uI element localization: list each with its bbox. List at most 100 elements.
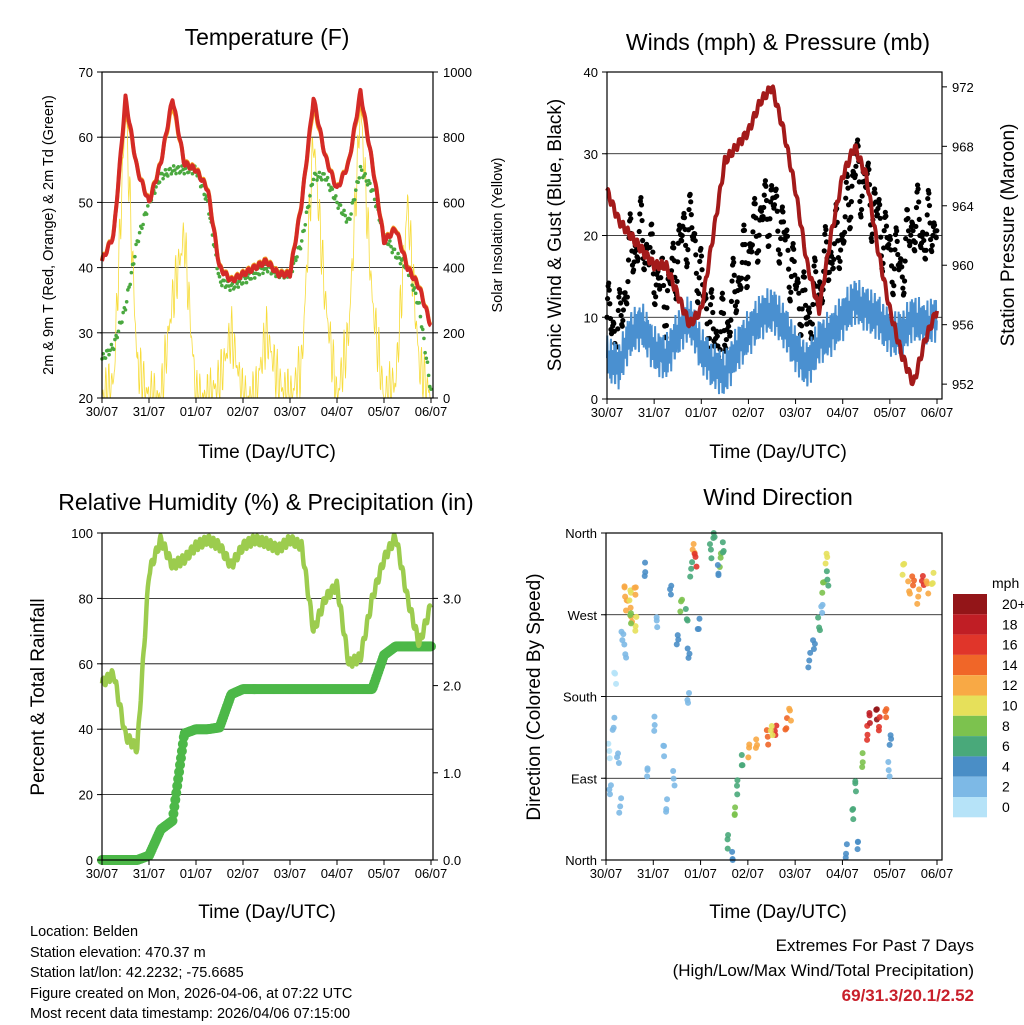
gust-point — [895, 251, 901, 258]
station-latlon: Station lat/lon: 42.2232; -75.6685 — [30, 965, 244, 981]
dewpoint-point — [264, 267, 269, 271]
dewpoint-point — [173, 168, 177, 172]
wind-direction-point — [720, 548, 727, 555]
wind-direction-point — [866, 720, 873, 727]
dewpoint-point — [115, 335, 120, 340]
gust-point — [843, 195, 849, 201]
gust-point — [852, 172, 858, 178]
wind-direction-point — [632, 591, 639, 598]
gust-point — [703, 306, 710, 312]
gust-point — [753, 215, 759, 221]
dewpoint-point — [314, 172, 318, 177]
legend-label: 8 — [1002, 718, 1010, 734]
gust-point — [714, 333, 720, 339]
wind-direction-point — [807, 649, 814, 656]
gust-point — [671, 245, 677, 251]
gust-point — [726, 323, 732, 329]
dewpoint-point — [298, 246, 303, 251]
gust-point — [752, 195, 758, 202]
temp-x-tick-label: 01/07 — [180, 404, 213, 419]
wind-direction-point — [905, 578, 912, 585]
dewpoint-point — [325, 175, 330, 180]
wind-direction-point — [738, 752, 745, 759]
dewpoint-point — [141, 222, 145, 227]
gust-point — [878, 234, 884, 240]
gust-point — [778, 235, 784, 242]
temp-y-tick-label: 50 — [79, 195, 93, 210]
rh-plot-frame — [101, 532, 434, 861]
wind-direction-point — [818, 603, 825, 610]
gust-point — [670, 240, 676, 246]
wind-direction-point — [606, 791, 613, 798]
dewpoint-point — [220, 283, 224, 288]
temp-y-tick-label-right: 200 — [443, 326, 465, 341]
legend-label: 2 — [1002, 779, 1010, 795]
legend-label: 18 — [1002, 616, 1018, 632]
gust-point — [679, 238, 685, 244]
gust-point — [674, 278, 680, 284]
dewpoint-point — [235, 281, 239, 286]
dir-chart-title: Wind Direction — [703, 484, 853, 510]
dewpoint-point — [228, 288, 232, 293]
wind-direction-point — [605, 740, 612, 747]
gust-point — [780, 209, 786, 215]
gust-point — [913, 204, 920, 211]
dewpoint-point — [307, 204, 311, 209]
wind-direction-point — [806, 657, 813, 664]
gust-point — [638, 195, 644, 201]
legend-swatch — [953, 675, 987, 696]
gust-point — [823, 227, 829, 233]
gust-point — [883, 213, 889, 219]
gust-point — [730, 255, 736, 261]
gust-point — [934, 228, 940, 234]
gust-point — [779, 204, 785, 210]
temp-x-tick-label: 30/07 — [86, 404, 119, 419]
dewpoint-point — [232, 285, 237, 289]
wind-direction-point — [622, 607, 629, 614]
wind-direction-point — [627, 604, 634, 611]
dewpoint-point — [363, 171, 368, 176]
dewpoint-point — [216, 271, 221, 276]
gust-point — [766, 243, 772, 249]
dewpoint-point — [425, 360, 430, 364]
gust-point — [692, 231, 698, 237]
gust-point — [749, 249, 755, 255]
wind-direction-point — [753, 736, 760, 743]
extremes-subheading: (High/Low/Max Wind/Total Precipitation) — [672, 961, 974, 980]
temp-y-tick-label-right: 1000 — [443, 65, 472, 80]
wind-direction-point — [876, 714, 883, 721]
gust-point — [688, 199, 694, 205]
dewpoint-point — [171, 164, 176, 168]
dewpoint-point — [103, 356, 108, 360]
gust-point — [859, 193, 865, 199]
wind-direction-point — [644, 773, 651, 780]
gust-point — [697, 258, 703, 264]
dewpoint-point — [222, 278, 226, 283]
gust-point — [615, 307, 621, 314]
legend-swatch — [953, 614, 987, 635]
legend-label: 10 — [1002, 698, 1018, 714]
gust-point — [624, 294, 630, 300]
gust-point — [899, 274, 905, 280]
wind-direction-point — [886, 773, 893, 780]
gust-point — [926, 202, 933, 209]
wind-direction-point — [916, 586, 923, 593]
solar-insolation-line — [101, 99, 431, 399]
wind-chart: 30/07 31/07 01/07 02/07 03/07 04/07 05/07 06/07… — [584, 65, 974, 420]
wind-direction-point — [617, 803, 624, 810]
legend-title: mph — [992, 575, 1019, 591]
gust-point — [881, 227, 887, 234]
dewpoint-point — [423, 350, 427, 355]
gust-point — [785, 266, 792, 272]
gust-point — [651, 290, 657, 296]
dewpoint-point — [163, 168, 168, 172]
dir-x-tick-label: 01/07 — [684, 866, 717, 881]
gust-point — [681, 210, 687, 217]
dir-y-tick-label: North — [565, 853, 597, 868]
dewpoint-point — [334, 194, 338, 198]
gust-point — [777, 251, 783, 257]
rh-y-tick-label-right: 3.0 — [443, 591, 461, 606]
wind-direction-point — [651, 713, 658, 720]
gust-point — [799, 306, 805, 312]
gust-point — [739, 275, 745, 281]
